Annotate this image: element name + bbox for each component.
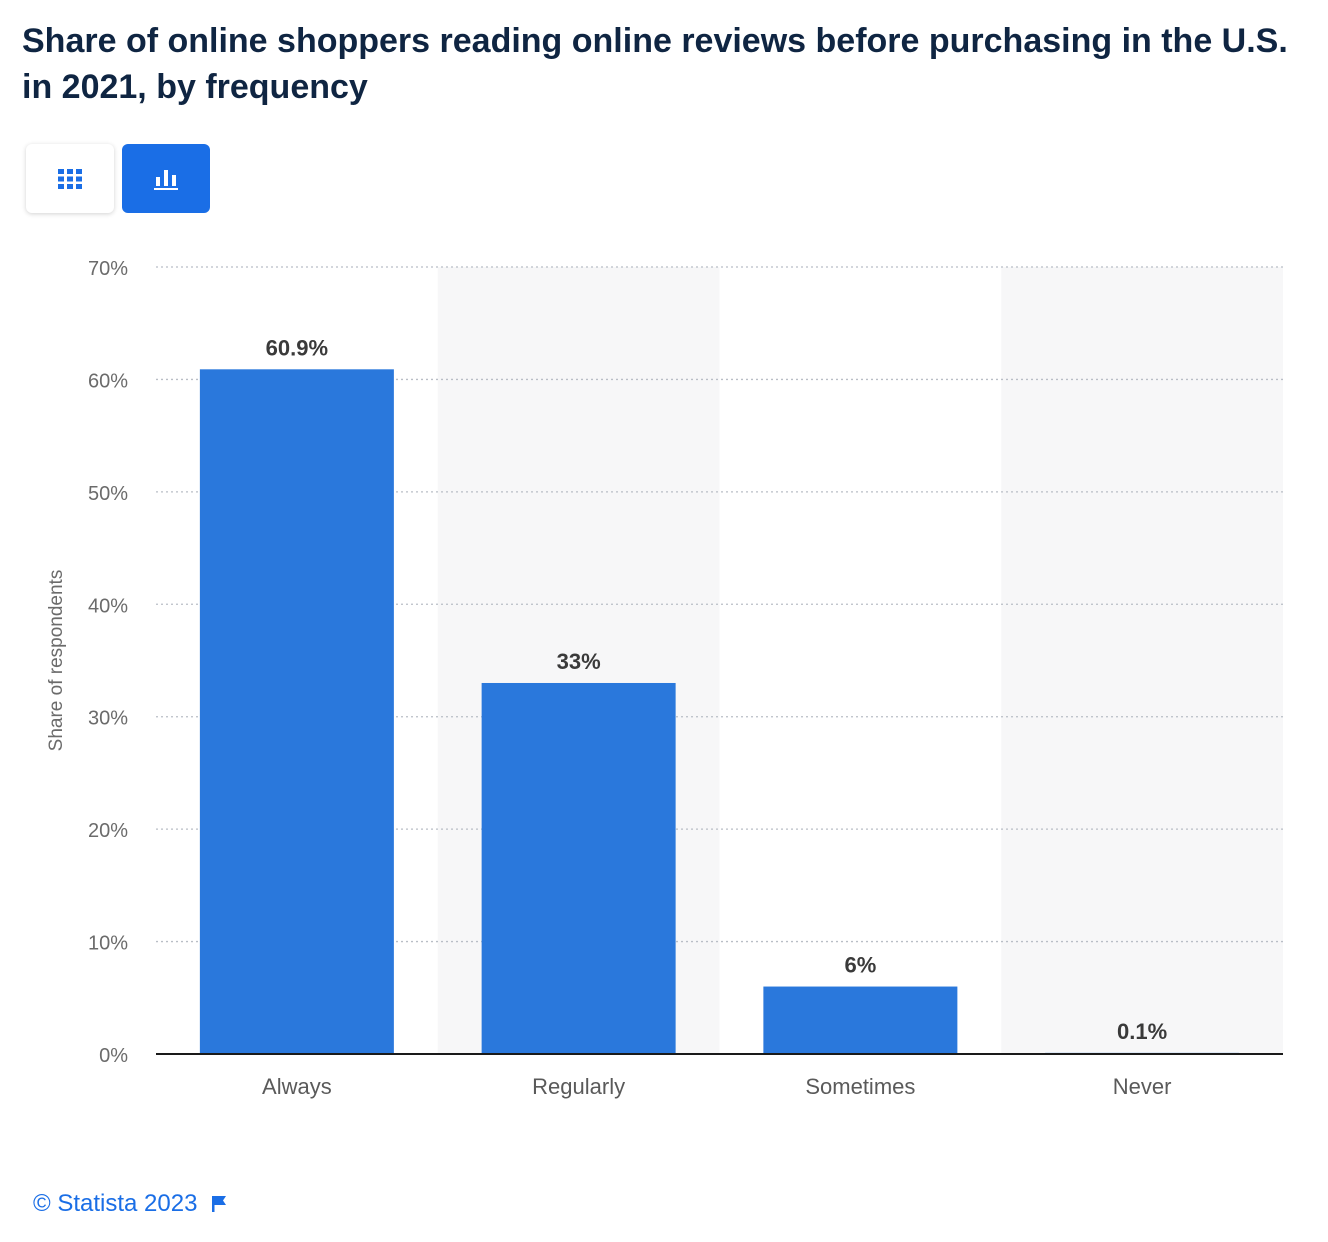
chart-title: Share of online shoppers reading online … bbox=[22, 22, 1288, 106]
y-tick-label: 70% bbox=[88, 258, 128, 280]
y-tick-label: 60% bbox=[88, 370, 128, 392]
y-tick-label: 20% bbox=[88, 820, 128, 842]
y-tick-label: 40% bbox=[88, 595, 128, 617]
data-label: 33% bbox=[557, 649, 601, 674]
y-tick-label: 10% bbox=[88, 933, 128, 955]
bar bbox=[481, 682, 676, 1054]
y-tick-label: 30% bbox=[88, 708, 128, 730]
x-tick-label: Always bbox=[262, 1074, 332, 1099]
y-tick-label: 0% bbox=[99, 1045, 128, 1067]
bar bbox=[199, 369, 394, 1054]
x-tick-label: Never bbox=[1113, 1074, 1172, 1099]
flag-icon[interactable] bbox=[211, 1195, 227, 1213]
category-band bbox=[1001, 267, 1283, 1054]
bar-chart: 0% 10% 20% 30% 40% 50% 60% 70% 60.9% Always 33% Reg… bbox=[46, 258, 1283, 1099]
chart-view-button[interactable] bbox=[122, 144, 210, 213]
bar-chart-icon bbox=[154, 169, 178, 190]
footer: © Statista 2023 bbox=[33, 1190, 227, 1218]
x-tick-label: Sometimes bbox=[805, 1074, 915, 1099]
y-axis-title: Share of respondents bbox=[46, 570, 67, 752]
data-label: 6% bbox=[844, 953, 876, 978]
table-view-button[interactable] bbox=[26, 144, 114, 213]
data-label: 0.1% bbox=[1117, 1019, 1167, 1044]
y-tick-label: 50% bbox=[88, 483, 128, 505]
grid-icon bbox=[58, 168, 82, 189]
copyright-link[interactable]: © Statista 2023 bbox=[33, 1190, 198, 1217]
data-label: 60.9% bbox=[266, 335, 328, 360]
bar bbox=[763, 986, 958, 1054]
x-tick-label: Regularly bbox=[532, 1074, 625, 1099]
